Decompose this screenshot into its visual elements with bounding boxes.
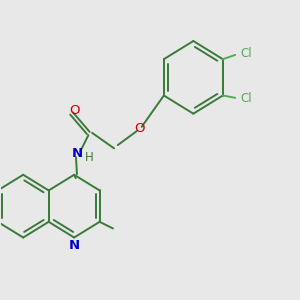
Text: O: O	[69, 104, 80, 117]
Text: N: N	[69, 238, 80, 251]
Text: H: H	[85, 151, 93, 164]
Text: O: O	[134, 122, 144, 135]
Text: Cl: Cl	[241, 47, 252, 60]
Text: N: N	[72, 147, 83, 160]
Text: Cl: Cl	[241, 92, 252, 105]
